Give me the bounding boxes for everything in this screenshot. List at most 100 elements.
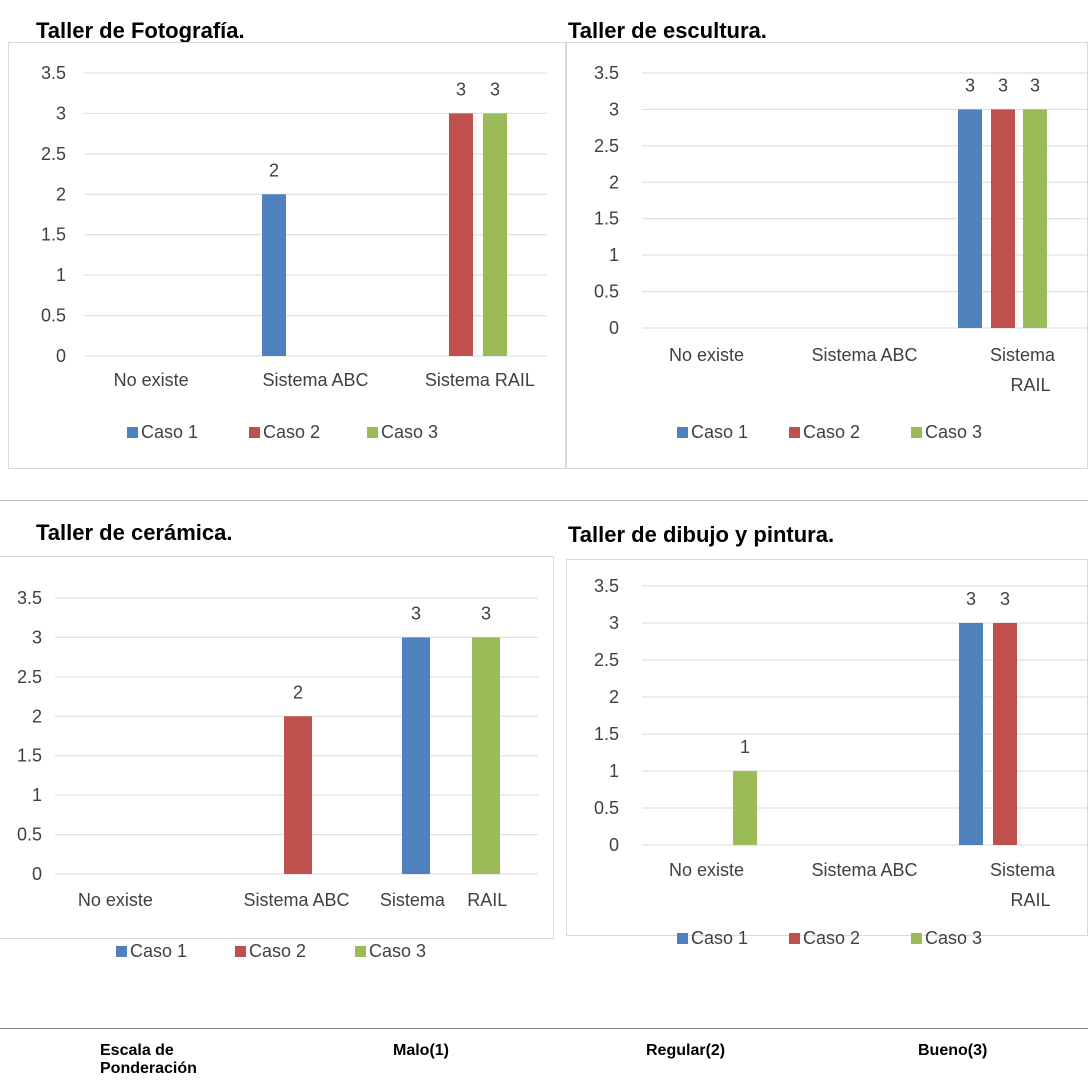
- data-label: 3: [1030, 75, 1040, 95]
- legend-label: Caso 3: [381, 422, 438, 442]
- bar-caso-3: [472, 637, 500, 874]
- bar-chart-ceramica: 0 0.5 1 1.5 2 2.5 3 3.5 No existe Sistema ABC Sist…: [17, 588, 538, 961]
- y-tick-label: 2: [609, 172, 619, 192]
- x-category-label: Sistema RAIL: [990, 860, 1056, 910]
- y-tick-label: 2.5: [594, 650, 619, 670]
- y-tick-label: 2: [32, 706, 42, 726]
- bar-caso-1: [959, 623, 983, 845]
- bar-chart-fotografia: 0 0.5 1 1.5 2 2.5 3 3.5 No existe Sistema ABC Sist…: [41, 63, 547, 442]
- data-label: 3: [965, 75, 975, 95]
- y-tick-label: 2.5: [594, 136, 619, 156]
- legend-swatch: [367, 427, 378, 438]
- data-label: 3: [998, 75, 1008, 95]
- y-tick-label: 1.5: [17, 746, 42, 766]
- bar-caso-2: [449, 113, 473, 356]
- y-tick-label: 3: [56, 103, 66, 123]
- legend-label: Caso 3: [925, 928, 982, 948]
- y-tick-label: 1.5: [594, 209, 619, 229]
- legend-swatch: [235, 946, 246, 957]
- y-tick-label: 1: [32, 785, 42, 805]
- bar-caso-2: [284, 716, 312, 874]
- data-label: 3: [411, 603, 421, 623]
- bar-chart-dibujo: 0 0.5 1 1.5 2 2.5 3 3.5 No existe Sistema ABC Sist…: [594, 576, 1087, 948]
- legend-label: Caso 1: [691, 928, 748, 948]
- chart-title-ceramica: Taller de cerámica.: [36, 520, 233, 545]
- x-category-label: RAIL: [467, 890, 507, 910]
- y-tick-label: 2: [609, 687, 619, 707]
- x-category-label: Sistema ABC: [262, 370, 368, 390]
- chart-panel-ceramica-main: 0 0.5 1 1.5 2 2.5 3 3.5 No existe Sistema ABC Sist…: [0, 556, 554, 961]
- scale-item-malo: Malo(1): [393, 1042, 449, 1059]
- bar-caso-2: [991, 109, 1015, 328]
- legend-swatch: [911, 933, 922, 944]
- chart-title-dibujo: Taller de dibujo y pintura.: [568, 522, 835, 547]
- y-tick-label: 2: [56, 184, 66, 204]
- separator-middle: [0, 500, 1088, 501]
- bar-caso-1: [958, 109, 982, 328]
- bar-caso-3: [1023, 109, 1047, 328]
- y-tick-label: 1: [56, 265, 66, 285]
- x-category-label: Sistema RAIL: [990, 345, 1056, 395]
- y-tick-label: 2.5: [17, 667, 42, 687]
- legend-label: Caso 2: [803, 422, 860, 442]
- y-tick-label: 1.5: [594, 724, 619, 744]
- x-category-label: Sistema ABC: [811, 345, 917, 365]
- scale-label: Escala de Ponderación: [100, 1042, 197, 1074]
- y-tick-label: 1: [609, 761, 619, 781]
- data-label: 3: [490, 79, 500, 99]
- chart-panel-dibujo: 0 0.5 1 1.5 2 2.5 3 3.5 No existe Sistema ABC Sist…: [566, 559, 1088, 948]
- data-label: 3: [1000, 589, 1010, 609]
- bar-caso-3: [483, 113, 507, 356]
- separator-bottom: [0, 1028, 1088, 1029]
- y-tick-label: 3: [609, 99, 619, 119]
- y-tick-label: 0.5: [41, 306, 66, 326]
- y-tick-label: 0: [609, 835, 619, 855]
- legend-label: Caso 2: [263, 422, 320, 442]
- chart-panel-fotografia: 0 0.5 1 1.5 2 2.5 3 3.5 No existe Sistema ABC Sist…: [8, 42, 566, 469]
- data-label: 3: [456, 79, 466, 99]
- y-tick-label: 2.5: [41, 144, 66, 164]
- x-category-label: Sistema ABC: [811, 860, 917, 880]
- y-tick-label: 3.5: [17, 588, 42, 608]
- y-tick-label: 0.5: [17, 825, 42, 845]
- legend-label: Caso 2: [249, 941, 306, 961]
- y-tick-label: 3: [32, 627, 42, 647]
- bar-caso-1: [262, 194, 286, 356]
- bar-caso-2: [993, 623, 1017, 845]
- x-category-label: No existe: [114, 370, 189, 390]
- y-tick-label: 3.5: [594, 63, 619, 83]
- x-category-label: Sistema: [380, 890, 446, 910]
- x-category-label: Sistema RAIL: [425, 370, 535, 390]
- chart-title-escultura: Taller de escultura.: [568, 18, 767, 43]
- chart-title-fotografia: Taller de Fotografía.: [36, 18, 245, 43]
- data-label: 2: [269, 160, 279, 180]
- y-tick-label: 3.5: [594, 576, 619, 596]
- scale-item-regular: Regular(2): [646, 1042, 726, 1059]
- legend-label: Caso 1: [141, 422, 198, 442]
- y-tick-label: 3.5: [41, 63, 66, 83]
- bar-caso-3: [733, 771, 757, 845]
- y-tick-label: 0.5: [594, 798, 619, 818]
- y-tick-label: 1.5: [41, 225, 66, 245]
- x-category-label: No existe: [669, 860, 744, 880]
- x-category-label: No existe: [78, 890, 153, 910]
- legend-label: Caso 1: [691, 422, 748, 442]
- data-label: 3: [481, 603, 491, 623]
- x-category-label: No existe: [669, 345, 744, 365]
- y-tick-label: 0: [32, 864, 42, 884]
- legend-swatch: [355, 946, 366, 957]
- data-label: 1: [740, 737, 750, 757]
- data-label: 2: [293, 682, 303, 702]
- data-label: 3: [966, 589, 976, 609]
- legend-swatch: [789, 427, 800, 438]
- bar-chart-escultura: 0 0.5 1 1.5 2 2.5 3 3.5 No existe Sistema ABC Sist…: [594, 63, 1087, 442]
- legend-label: Caso 2: [803, 928, 860, 948]
- bar-caso-1: [402, 637, 430, 874]
- legend-label: Caso 3: [369, 941, 426, 961]
- legend-swatch: [911, 427, 922, 438]
- legend-swatch: [127, 427, 138, 438]
- y-tick-label: 0: [609, 318, 619, 338]
- y-tick-label: 1: [609, 245, 619, 265]
- legend-label: Caso 3: [925, 422, 982, 442]
- scale-item-bueno: Bueno(3): [918, 1042, 988, 1059]
